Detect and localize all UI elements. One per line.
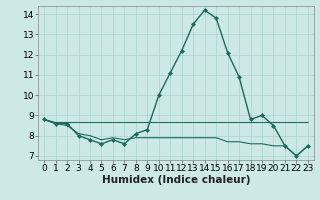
X-axis label: Humidex (Indice chaleur): Humidex (Indice chaleur) [102, 175, 250, 185]
